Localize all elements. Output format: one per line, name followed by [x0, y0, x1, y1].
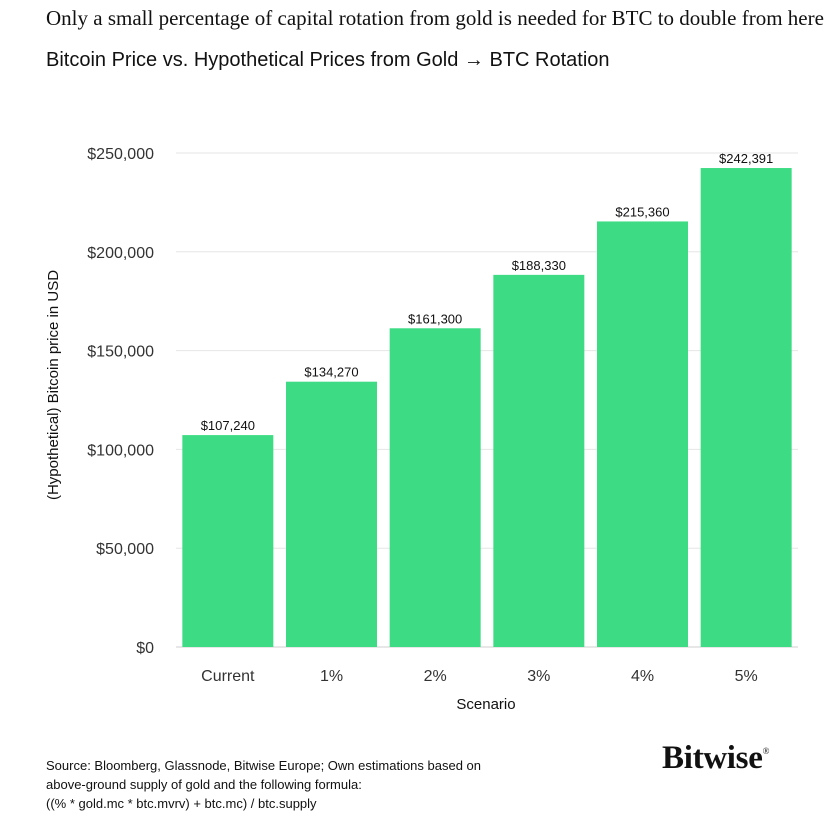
- x-axis-tick-labels: Current 1% 2% 3% 4% 5%: [201, 668, 758, 685]
- bar-value-label: $188,330: [512, 258, 566, 273]
- x-tick-label: 2%: [424, 668, 447, 685]
- y-axis-tick-labels: $0 $50,000 $100,000 $150,000 $200,000 $250,00…: [87, 146, 154, 657]
- chart-headline: Only a small percentage of capital rotat…: [46, 6, 824, 30]
- bar-value-label: $215,360: [615, 204, 669, 219]
- y-tick-label: $0: [136, 640, 154, 657]
- bar-value-label: $242,391: [719, 151, 773, 166]
- source-note: Source: Bloomberg, Glassnode, Bitwise Eu…: [46, 756, 481, 813]
- bitwise-logo: Bitwise®: [662, 740, 769, 777]
- bar-chart: $0 $50,000 $100,000 $150,000 $200,000 $250,00…: [45, 146, 798, 713]
- bar: [700, 168, 792, 647]
- x-tick-label: 4%: [631, 668, 654, 685]
- source-line-3: ((% * gold.mc * btc.mvrv) + btc.mc) / bt…: [46, 796, 317, 811]
- x-tick-label: 1%: [320, 668, 343, 685]
- y-axis-label: (Hypothetical) Bitcoin price in USD: [45, 270, 62, 500]
- bar: [389, 328, 481, 647]
- y-tick-label: $100,000: [87, 442, 154, 459]
- logo-text: Bitwise: [662, 740, 763, 776]
- chart-title: Bitcoin Price vs. Hypothetical Prices fr…: [46, 49, 610, 71]
- bar: [597, 221, 688, 647]
- x-tick-label: 3%: [527, 668, 550, 685]
- registered-mark: ®: [762, 746, 770, 756]
- bar-value-label: $161,300: [408, 311, 462, 326]
- source-line-2: above-ground supply of gold and the foll…: [46, 777, 362, 792]
- source-line-1: Source: Bloomberg, Glassnode, Bitwise Eu…: [46, 758, 482, 773]
- y-tick-label: $150,000: [87, 344, 154, 361]
- bar: [493, 274, 585, 647]
- y-tick-label: $250,000: [87, 146, 154, 163]
- x-axis-label: Scenario: [456, 696, 515, 713]
- bar-value-label: $134,270: [304, 365, 358, 380]
- x-tick-label: Current: [201, 668, 255, 685]
- bar-value-labels: $107,240 $134,270 $161,300 $188,330 $215,360…: [201, 151, 774, 433]
- bar-value-label: $107,240: [201, 418, 255, 433]
- bars: [182, 168, 792, 647]
- y-tick-label: $200,000: [87, 245, 154, 262]
- x-tick-label: 5%: [735, 668, 758, 685]
- bar: [286, 381, 377, 647]
- bar: [182, 435, 274, 647]
- gridlines: [176, 152, 798, 648]
- y-tick-label: $50,000: [96, 541, 154, 558]
